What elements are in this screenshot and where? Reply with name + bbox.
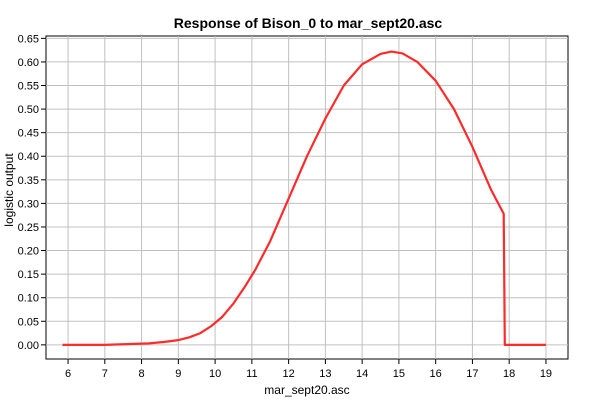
- x-tick-label: 10: [209, 368, 221, 380]
- y-tick-label: 0.65: [18, 33, 39, 45]
- series-layer: [62, 50, 546, 346]
- x-tick-label: 12: [282, 368, 294, 380]
- y-tick-label: 0.05: [18, 316, 39, 328]
- x-tick-label: 15: [393, 368, 405, 380]
- x-tick-label: 17: [466, 368, 478, 380]
- y-tick-label: 0.00: [18, 340, 39, 352]
- y-tick-label: 0.60: [18, 57, 39, 69]
- x-tick-label: 16: [430, 368, 442, 380]
- y-axis-ticks: 0.00 0.05 0.10 0.15 0.20 0.25 0.30 0.35 0.40 0.45…: [18, 33, 46, 352]
- y-axis-label: logistic output: [2, 153, 16, 227]
- x-tick-label: 11: [246, 368, 257, 380]
- grid-lines: [46, 36, 568, 359]
- y-tick-label: 0.55: [18, 81, 39, 93]
- y-tick-label: 0.35: [18, 175, 39, 187]
- y-tick-label: 0.15: [18, 269, 39, 281]
- y-tick-label: 0.45: [18, 128, 39, 140]
- y-tick-label: 0.20: [18, 246, 39, 258]
- series-line: [62, 50, 546, 346]
- y-tick-label: 0.25: [18, 222, 39, 234]
- y-tick-label: 0.50: [18, 104, 39, 116]
- y-tick-label: 0.40: [18, 151, 39, 163]
- y-tick-label: 0.30: [18, 198, 39, 210]
- x-tick-label: 8: [139, 368, 145, 380]
- x-tick-label: 7: [102, 368, 108, 380]
- x-tick-label: 6: [65, 368, 71, 380]
- x-axis-ticks: 6 7 8 9 10 11 12 13 14 15 16 17 18 19: [65, 359, 552, 380]
- x-tick-label: 19: [540, 368, 552, 380]
- x-tick-label: 18: [503, 368, 515, 380]
- chart-title: Response of Bison_0 to mar_sept20.asc: [174, 15, 443, 31]
- x-axis-label: mar_sept20.asc: [264, 383, 349, 397]
- x-tick-label: 14: [356, 368, 368, 380]
- x-tick-label: 13: [319, 368, 331, 380]
- plot-area: [45, 35, 569, 360]
- y-tick-label: 0.10: [18, 293, 39, 305]
- x-tick-label: 9: [175, 368, 181, 380]
